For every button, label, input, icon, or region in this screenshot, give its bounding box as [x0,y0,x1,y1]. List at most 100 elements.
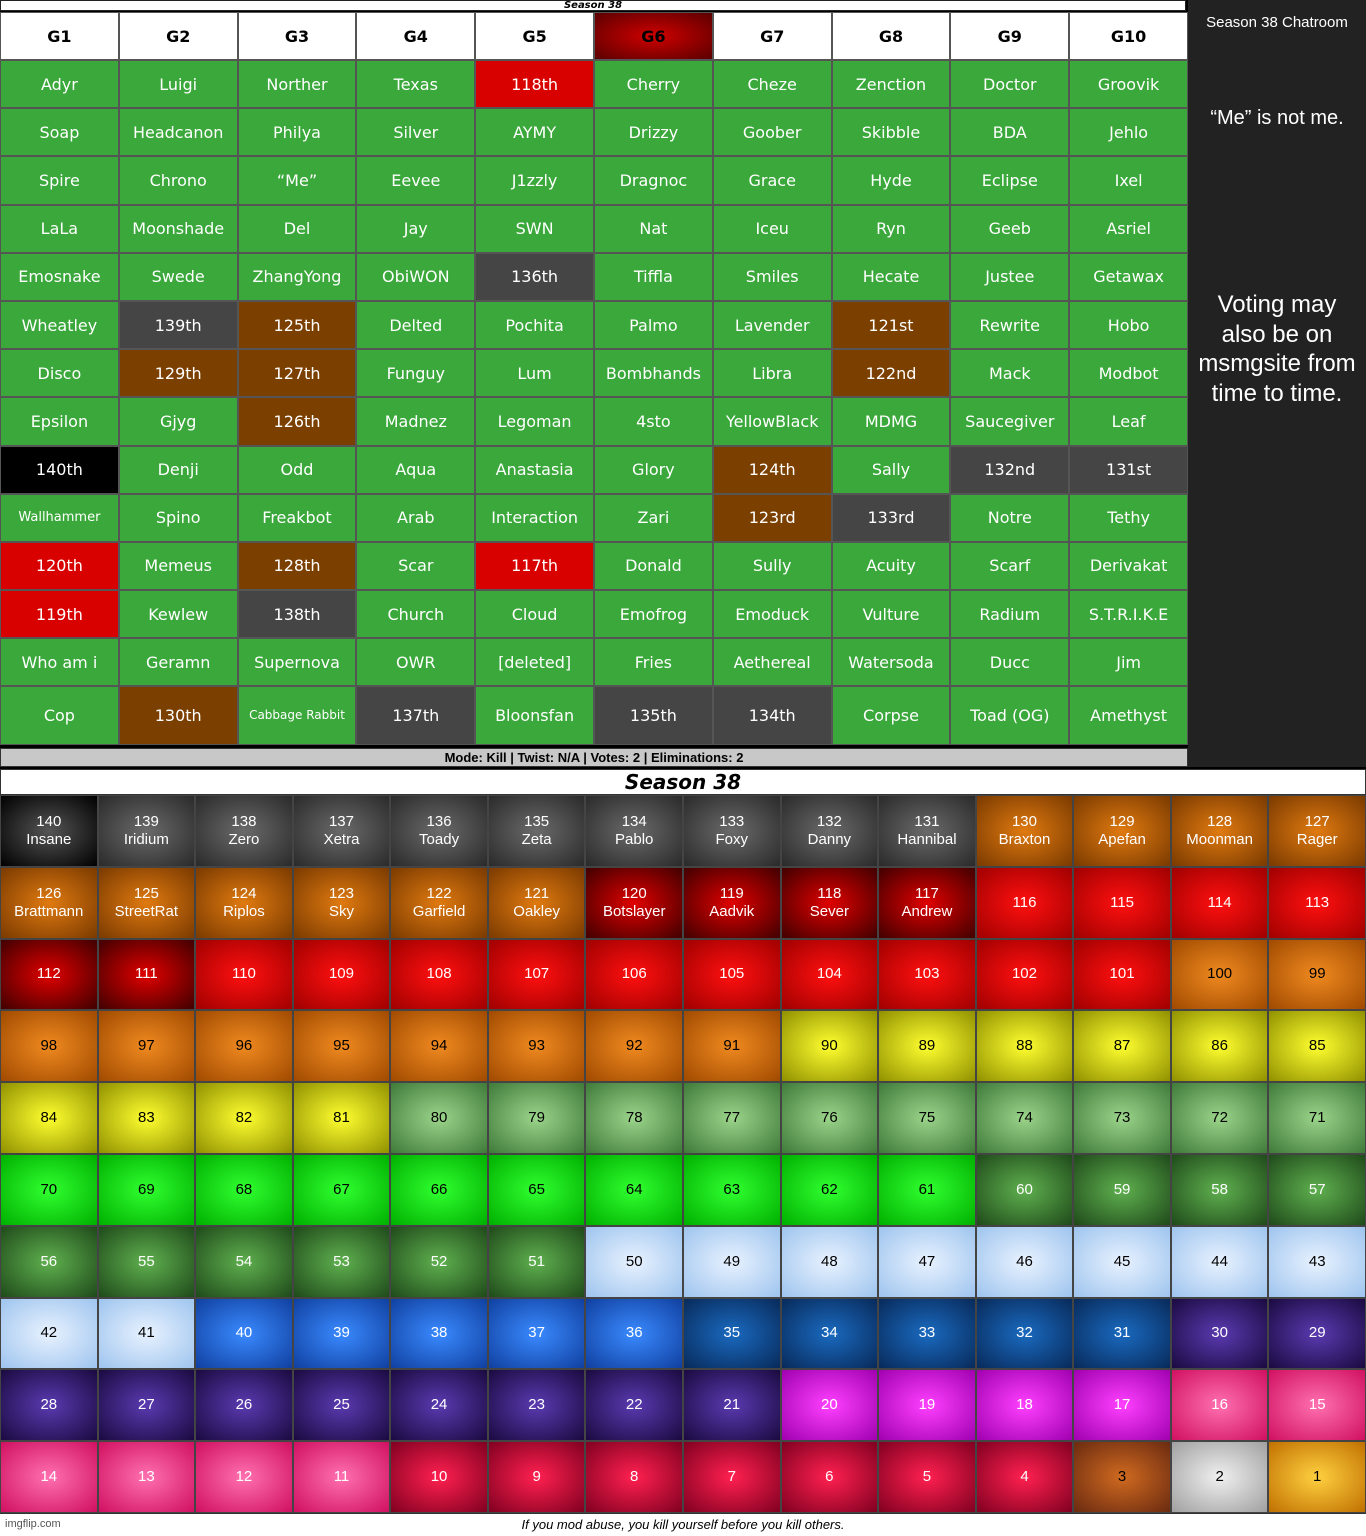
player-cell: BDA [950,108,1070,157]
rank-number: 6 [825,1468,834,1486]
rank-number: 90 [821,1037,838,1055]
footer: If you mod abuse, you kill yourself befo… [0,1513,1366,1536]
player-cell: Bombhands [594,349,713,398]
player-cell: MDMG [831,397,951,446]
rank-cell: 95 [292,1010,391,1083]
player-cell: Legoman [475,397,594,446]
rank-cell: 111 [97,938,196,1011]
rank-cell: 3 [1073,1441,1171,1513]
rank-cell: 63 [682,1154,781,1226]
player-cell: 132nd [950,445,1070,494]
player-cell: Rewrite [950,300,1070,350]
rank-number: 4 [1020,1468,1029,1486]
player-cell: Libra [712,349,832,398]
player-cell: Jay [356,204,476,253]
rank-cell: 6 [780,1441,879,1513]
group-header: G2 [118,12,238,60]
rank-number: 120 [621,884,647,902]
rank-number: 35 [723,1324,741,1342]
rank-cell: 21 [682,1369,781,1442]
player-cell: 130th [118,686,238,746]
player-cell: Scarf [950,541,1070,591]
rank-cell: 133 Foxy [682,795,781,867]
rank-player: Insane [26,830,72,848]
rank-number: 42 [40,1324,58,1342]
rank-number: 140 [36,812,62,830]
rank-number: 43 [1308,1252,1326,1270]
group-header: G3 [237,12,357,60]
player-cell: Toad (OG) [950,686,1070,746]
rank-cell: 12 [195,1441,293,1513]
rank-cell: 125 StreetRat [97,866,196,939]
player-cell: Madnez [356,397,476,446]
player-cell: Luigi [118,60,238,109]
rank-cell: 50 [585,1225,683,1298]
rank-cell: 121 Oakley [487,866,586,939]
player-cell: Grace [712,156,832,205]
player-cell: Derivakat [1069,541,1188,591]
rank-player: Brattmann [14,902,84,920]
rank-cell: 59 [1073,1154,1171,1226]
player-cell: Soap [0,108,119,157]
rank-cell: 109 [292,938,391,1011]
player-cell: Justee [950,252,1070,301]
player-cell: 131st [1069,445,1188,494]
rank-player: Apefan [1098,830,1146,848]
rank-player: Xetra [323,830,360,848]
rank-number: 20 [821,1396,838,1414]
rank-cell: 15 [1268,1369,1366,1442]
rank-number: 116 [1012,893,1037,911]
player-cell: Iceu [712,204,832,253]
rank-cell: 25 [292,1369,391,1442]
rank-number: 126 [36,884,62,902]
rank-number: 94 [430,1037,448,1055]
rank-number: 67 [333,1180,350,1198]
rank-cell: 19 [878,1369,976,1442]
rank-cell: 27 [97,1369,196,1442]
rank-cell: 66 [390,1154,488,1226]
rank-cell: 22 [585,1369,683,1442]
rank-cell: 93 [487,1010,586,1083]
rank-cell: 62 [780,1154,879,1226]
player-cell: Spire [0,156,119,205]
rank-number: 32 [1016,1324,1033,1342]
group-header: G4 [356,12,476,60]
player-cell: 122nd [831,349,951,398]
rank-cell: 80 [390,1082,488,1154]
rank-number: 18 [1016,1396,1033,1414]
rank-cell: 76 [780,1082,879,1154]
rank-player: Pablo [615,830,654,848]
rank-cell: 99 [1268,938,1366,1011]
rank-cell: 129 Apefan [1073,795,1171,867]
rank-cell: 60 [975,1154,1074,1226]
rank-number: 33 [918,1324,936,1342]
player-cell: Eclipse [950,156,1070,205]
rank-number: 99 [1308,965,1326,983]
rank-number: 5 [922,1468,932,1486]
rank-number: 101 [1109,965,1135,983]
player-cell: 125th [237,300,357,350]
rank-number: 113 [1305,893,1330,911]
rank-cell: 57 [1268,1154,1366,1226]
rank-number: 76 [821,1109,838,1127]
rank-number: 57 [1308,1180,1326,1198]
rank-cell: 139 Iridium [97,795,196,867]
player-cell: Dragnoc [594,156,713,205]
rank-number: 51 [528,1252,545,1270]
rank-cell: 45 [1073,1225,1171,1298]
rank-number: 118 [817,884,842,902]
player-cell: Corpse [831,686,951,746]
rank-number: 72 [1211,1109,1228,1127]
player-cell: 120th [0,541,119,591]
rank-number: 69 [138,1180,155,1198]
rank-player: Iridium [123,830,169,848]
player-cell: Disco [0,349,119,398]
rank-cell: 83 [97,1082,196,1154]
rank-cell: 81 [292,1082,391,1154]
player-cell: Goober [712,108,832,157]
rank-number: 79 [528,1109,545,1127]
player-cell: Ducc [950,638,1070,687]
rank-cell: 122 Garfield [390,866,488,939]
player-cell: Jim [1069,638,1188,687]
rank-number: 27 [138,1396,155,1414]
